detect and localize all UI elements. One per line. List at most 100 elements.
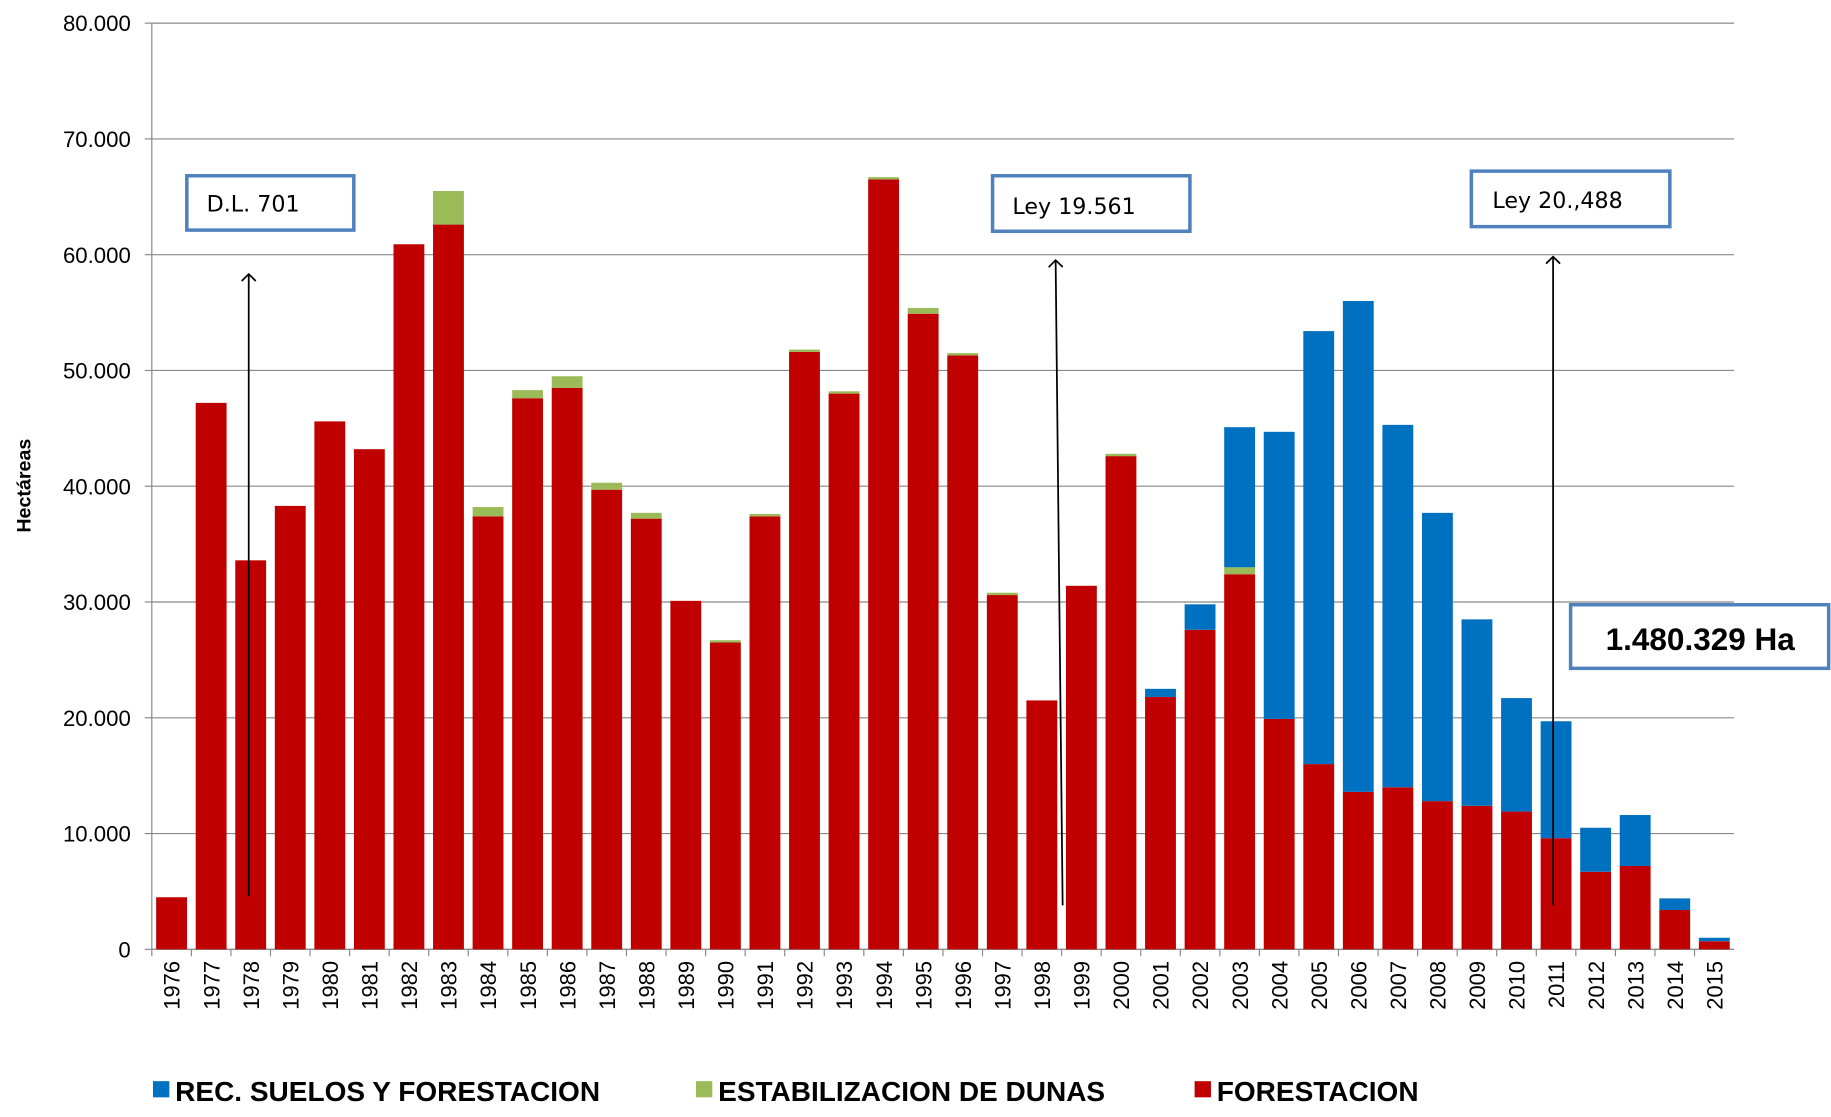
x-tick-label: 2006 (1346, 961, 1371, 1010)
x-tick-label: 1995 (911, 961, 936, 1010)
annotation: 1.480.329 Ha (1606, 622, 1796, 657)
bar-segment (1303, 331, 1335, 765)
bar-segment (274, 505, 306, 950)
x-tick-label: 2014 (1663, 961, 1688, 1010)
bar-segment (828, 393, 860, 950)
bars (156, 177, 1730, 950)
bar-segment (1461, 805, 1493, 950)
x-tick-label: 1978 (239, 961, 264, 1010)
annotation-box (185, 174, 356, 232)
x-tick-label: 1982 (397, 961, 422, 1010)
y-tick-label: 30.000 (63, 590, 131, 615)
bar-segment (433, 191, 464, 225)
bar-segment (1540, 721, 1572, 839)
bar-segment (789, 349, 820, 352)
bar-segment (1659, 898, 1691, 910)
bar-segment (868, 177, 900, 180)
x-tick-label: 2003 (1228, 961, 1253, 1010)
x-tick-label: 1996 (951, 961, 976, 1010)
x-tick-label: 2005 (1307, 961, 1332, 1010)
annotation-box (1568, 603, 1831, 671)
bar-segment (1382, 424, 1414, 788)
bar-segment (1580, 827, 1612, 872)
bar-segment (591, 482, 623, 490)
y-tick-label: 70.000 (63, 127, 131, 152)
x-tick-label: 2007 (1386, 961, 1411, 1010)
bar-segment (551, 387, 583, 950)
x-tick-label: 2008 (1425, 961, 1450, 1010)
bar-segment (235, 560, 267, 950)
y-tick-label: 20.000 (63, 706, 131, 731)
y-tick-label: 10.000 (63, 822, 131, 847)
bar-segment (1065, 585, 1097, 950)
legend-label: ESTABILIZACION DE DUNAS (718, 1076, 1105, 1107)
bar-segment (1263, 431, 1295, 719)
bar-segment (1105, 456, 1137, 950)
bar-segment (195, 402, 227, 950)
bar-segment (1659, 909, 1691, 950)
bar-segment (1619, 865, 1651, 950)
bar-segment (393, 244, 425, 950)
bar-segment (986, 592, 1018, 596)
bar-segment (1145, 696, 1176, 950)
bar-segment (868, 179, 900, 950)
x-tick-label: 2012 (1584, 961, 1609, 1010)
bar-segment (472, 516, 504, 950)
bar-segment (591, 489, 623, 950)
annotation-box (1469, 169, 1672, 229)
bar-segment (986, 595, 1018, 950)
bar-segment (630, 512, 662, 519)
legend: REC. SUELOS Y FORESTACION ESTABILIZACION… (152, 1076, 1419, 1107)
x-tick-label: 1979 (278, 961, 303, 1010)
x-tick-label: 2004 (1267, 961, 1292, 1010)
x-tick-label: 2011 (1544, 961, 1569, 1008)
bar-segment (1145, 688, 1176, 697)
annotation: Ley 19.561 (1012, 195, 1135, 220)
bar-segment (709, 640, 741, 643)
x-tick-label: 2002 (1188, 961, 1213, 1010)
bar-segment (947, 355, 979, 950)
annotation: Ley 20.,488 (1492, 189, 1622, 214)
x-tick-label: 1986 (555, 961, 580, 1010)
legend-label: REC. SUELOS Y FORESTACION (175, 1076, 600, 1107)
bar-segment (1342, 300, 1374, 792)
bar-segment (512, 390, 544, 399)
bar-segment (907, 313, 939, 950)
bar-segment (1501, 698, 1532, 812)
x-tick-label: 1993 (832, 961, 857, 1010)
legend-label: FORESTACION (1217, 1076, 1419, 1107)
x-tick-label: 2010 (1505, 961, 1530, 1010)
x-tick-label: 1989 (674, 961, 699, 1010)
y-axis-label: Hectáreas (13, 439, 35, 533)
x-tick-label: 1998 (1030, 961, 1055, 1010)
x-tick-label: 1994 (872, 961, 897, 1010)
bar-segment (1698, 941, 1730, 950)
x-tick-label: 1980 (318, 961, 343, 1010)
x-tick-label: 1985 (516, 961, 541, 1010)
bar-segment (472, 507, 504, 517)
x-tick-label: 1991 (753, 961, 778, 1010)
bar-segment (1580, 871, 1612, 950)
x-tick-label: 1987 (595, 961, 620, 1010)
x-tick-label: 2009 (1465, 961, 1490, 1010)
x-tick-label: 1988 (634, 961, 659, 1010)
bar-segment (1461, 619, 1493, 806)
bar-segment (947, 353, 979, 356)
bar-segment (1224, 427, 1256, 568)
bar-segment (433, 224, 464, 950)
x-tick-label: 1976 (160, 961, 185, 1010)
bar-segment (512, 398, 544, 950)
bar-segment (1540, 838, 1572, 950)
bar-segment (749, 516, 781, 950)
x-tick-label: 2015 (1702, 961, 1727, 1010)
bar-segment (1263, 718, 1295, 950)
bar-segment (670, 600, 702, 950)
y-tick-label: 40.000 (63, 474, 131, 499)
x-tick-label: 1981 (357, 961, 382, 1010)
bar-segment (1382, 787, 1414, 950)
y-tick-label: 0 (118, 938, 130, 963)
x-tick-label: 1990 (713, 961, 738, 1010)
bar-segment (1421, 512, 1453, 802)
x-tick-label: 2000 (1109, 961, 1134, 1010)
